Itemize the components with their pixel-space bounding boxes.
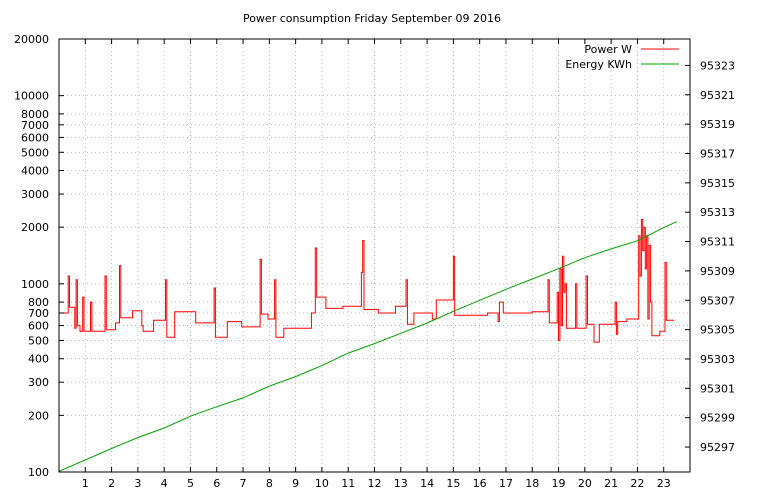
x-tick-label: 15: [446, 477, 460, 490]
y-left-tick-label: 1000: [21, 278, 49, 291]
y-right-tick-label: 95317: [700, 147, 735, 160]
x-tick-label: 22: [630, 477, 644, 490]
x-tick-label: 10: [315, 477, 329, 490]
y-left-tick-label: 300: [28, 376, 49, 389]
y-left-tick-label: 8000: [21, 108, 49, 121]
x-tick-label: 13: [394, 477, 408, 490]
legend-label-power: Power W: [584, 43, 632, 56]
x-tick-label: 23: [657, 477, 671, 490]
y-left-tick-label: 600: [28, 320, 49, 333]
y-right-tick-label: 95321: [700, 89, 735, 102]
series-layer: [58, 218, 678, 472]
y-right-tick-label: 95305: [700, 324, 735, 337]
x-tick-label: 18: [525, 477, 539, 490]
x-tick-label: 16: [473, 477, 487, 490]
y-left-tick-label: 800: [28, 296, 49, 309]
y-left-tick-label: 700: [28, 307, 49, 320]
y-left-tick-label: 200: [28, 409, 49, 422]
chart-title: Power consumption Friday September 09 20…: [243, 12, 501, 25]
y-left-tick-label: 5000: [21, 146, 49, 159]
y-right-tick-label: 95309: [700, 265, 735, 278]
y-right-tick-label: 95311: [700, 236, 735, 249]
legend: Power W Energy KWh: [565, 43, 679, 71]
ticks: 1 2 3 4 5 6 7 8 9 10 11 12 13 14 15 16 17 18 19 20 21 22 23100…: [14, 33, 735, 490]
x-tick-label: 9: [292, 477, 299, 490]
y-right-tick-label: 95313: [700, 206, 735, 219]
x-tick-label: 14: [420, 477, 434, 490]
x-tick-label: 6: [213, 477, 220, 490]
x-tick-label: 1: [82, 477, 89, 490]
x-tick-label: 2: [108, 477, 115, 490]
x-tick-label: 4: [161, 477, 168, 490]
y-left-tick-label: 500: [28, 334, 49, 347]
y-left-tick-label: 10000: [14, 90, 49, 103]
y-right-tick-label: 95299: [700, 412, 735, 425]
x-tick-label: 3: [134, 477, 141, 490]
x-tick-label: 17: [499, 477, 513, 490]
legend-label-energy: Energy KWh: [565, 58, 632, 71]
y-left-tick-label: 100: [28, 466, 49, 479]
y-right-tick-label: 95323: [700, 59, 735, 72]
x-tick-label: 8: [266, 477, 273, 490]
x-tick-label: 12: [368, 477, 382, 490]
y-right-tick-label: 95303: [700, 353, 735, 366]
y-right-tick-label: 95301: [700, 382, 735, 395]
y-left-tick-label: 400: [28, 353, 49, 366]
x-tick-label: 19: [552, 477, 566, 490]
y-left-tick-label: 7000: [21, 119, 49, 132]
y-left-tick-label: 3000: [21, 188, 49, 201]
y-left-tick-label: 6000: [21, 131, 49, 144]
grid: [59, 38, 690, 473]
y-right-tick-label: 95319: [700, 118, 735, 131]
x-tick-label: 11: [341, 477, 355, 490]
x-tick-label: 7: [240, 477, 247, 490]
y-right-tick-label: 95307: [700, 294, 735, 307]
x-tick-label: 21: [604, 477, 618, 490]
x-tick-label: 20: [578, 477, 592, 490]
y-right-tick-label: 95297: [700, 441, 735, 454]
series-line-energy: [58, 221, 678, 472]
y-left-tick-label: 2000: [21, 221, 49, 234]
y-right-tick-label: 95315: [700, 177, 735, 190]
y-left-tick-label: 20000: [14, 33, 49, 46]
x-tick-label: 5: [187, 477, 194, 490]
series-line-power: [60, 218, 675, 343]
y-left-tick-label: 4000: [21, 165, 49, 178]
